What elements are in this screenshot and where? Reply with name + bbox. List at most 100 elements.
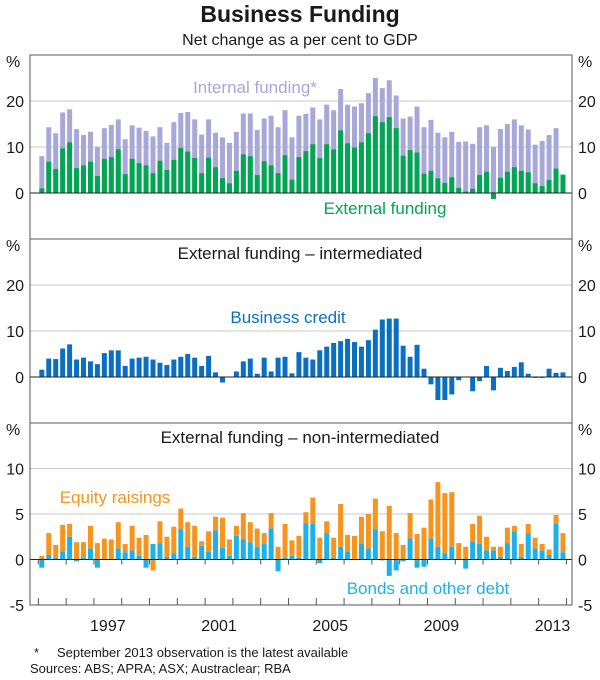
bar-internal-funding [504,124,510,193]
bar-external-funding [303,151,309,193]
bar-equity-raisings [379,531,385,560]
bar-business-credit [39,369,45,377]
bar-external-funding [226,183,232,193]
bar-equity-raisings [206,531,212,552]
bar-business-credit [428,377,434,385]
bar-internal-funding [268,115,274,193]
bar-external-funding [157,160,163,193]
bar-external-funding [532,183,538,193]
bar-external-funding [511,167,517,193]
bar-bonds-other-debt [358,544,364,560]
bar-business-credit [192,357,198,377]
bar-bonds-other-debt [122,552,128,560]
bar-equity-raisings [532,537,538,549]
y-unit-right: % [578,422,592,439]
bar-internal-funding [233,131,239,193]
bar-external-funding [81,165,87,193]
bar-business-credit [470,377,476,392]
bar-business-credit [53,359,59,377]
panel-frame [29,422,573,606]
bar-equity-raisings [393,533,399,560]
bar-equity-raisings [553,514,559,525]
bar-external-funding [67,142,73,193]
bar-equity-raisings [477,515,483,545]
bar-external-funding [449,177,455,193]
bar-business-credit [233,371,239,377]
bar-bonds-other-debt [150,544,156,560]
bar-bonds-other-debt [428,538,434,560]
bar-bonds-other-debt [539,550,545,560]
bar-external-funding [254,175,260,193]
bar-business-credit [185,354,191,377]
y-unit-right: % [578,238,592,255]
bar-internal-funding [497,129,503,193]
bar-external-funding [275,173,281,193]
bar-equity-raisings [345,534,351,552]
bar-external-funding [331,149,337,193]
y-tick-label-left: -5 [10,598,24,615]
bar-business-credit [345,338,351,377]
bar-external-funding [352,147,358,193]
bar-external-funding [178,147,184,193]
bar-equity-raisings [240,513,246,540]
bar-external-funding [219,178,225,193]
bar-equity-raisings [518,544,524,557]
bar-business-credit [414,344,420,377]
bar-business-credit [81,357,87,377]
bar-external-funding [213,167,219,193]
bar-internal-funding [525,129,531,193]
bar-internal-funding [206,119,212,193]
y-tick-label-right: 0 [578,553,587,570]
bar-bonds-other-debt [185,546,191,560]
bar-business-credit [60,348,66,377]
bar-external-funding [94,175,100,193]
bar-business-credit [164,365,170,377]
x-tick-label: 1997 [90,618,126,635]
bar-external-funding [296,157,302,193]
panel-title-intermediated: External funding – intermediated [178,244,423,263]
legend-external-funding: External funding [324,199,447,218]
y-tick-label-right: 5 [578,507,587,524]
bar-business-credit [157,362,163,377]
bar-external-funding [282,155,288,193]
bar-bonds-other-debt [525,533,531,560]
bar-business-credit [407,356,413,377]
bar-external-funding [470,188,476,193]
y-tick-label-left: 10 [6,140,24,157]
footnote-text: September 2013 observation is the latest… [57,645,348,660]
bar-external-funding [268,165,274,193]
bar-business-credit [247,358,253,377]
bar-business-credit [546,368,552,377]
bar-equity-raisings [511,525,517,532]
bar-external-funding [310,144,316,193]
y-tick-label-left: 10 [6,462,24,479]
sources: Sources: ABS; APRA; ASX; Austraclear; RB… [30,661,291,676]
bar-internal-funding [136,127,142,193]
bar-external-funding [101,158,107,193]
bar-internal-funding [122,139,128,193]
bar-business-credit [178,356,184,377]
bar-internal-funding [53,133,59,193]
footnote-marker: * [34,645,39,660]
bar-business-credit [289,373,295,377]
bar-equity-raisings [296,535,302,558]
bar-bonds-other-debt [261,544,267,560]
x-tick-label: 2013 [535,618,571,635]
bar-equity-raisings [463,546,469,560]
x-tick-label: 2009 [424,618,460,635]
bar-business-credit [275,357,281,377]
bar-business-credit [400,345,406,377]
bar-external-funding [518,170,524,193]
bar-external-funding [560,174,566,193]
bar-equity-raisings [185,522,191,547]
bar-internal-funding [456,141,462,193]
bar-business-credit [74,359,80,377]
bar-equity-raisings [254,528,260,547]
bar-business-credit [317,350,323,377]
bar-external-funding [504,171,510,193]
bar-internal-funding [442,137,448,193]
bar-bonds-other-debt [275,559,281,572]
bar-equity-raisings [101,538,107,560]
bar-equity-raisings [247,522,253,543]
bar-bonds-other-debt [504,543,510,560]
